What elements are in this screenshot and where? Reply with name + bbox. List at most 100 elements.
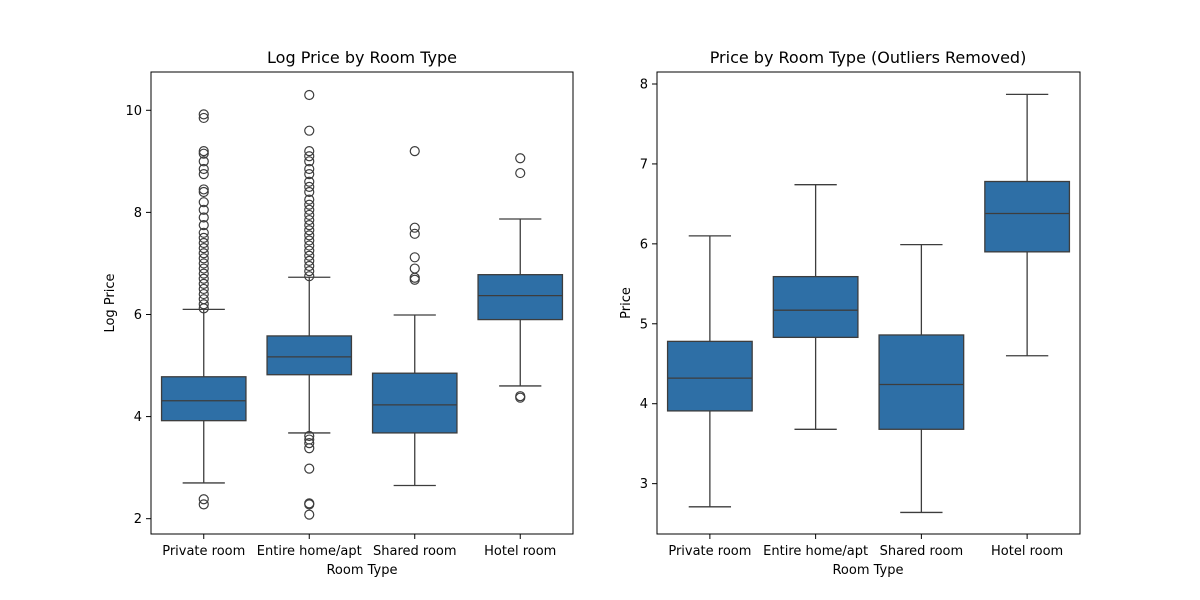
outlier-point xyxy=(198,499,209,510)
outlier-point xyxy=(198,494,209,505)
outlier-point xyxy=(304,235,315,246)
y-tick-label: 6 xyxy=(134,308,142,323)
y-tick-label: 7 xyxy=(640,157,648,172)
x-tick-label: Entire home/apt xyxy=(763,544,868,559)
box-entire-home-apt xyxy=(772,184,859,430)
box-iqr xyxy=(477,274,564,321)
box-iqr xyxy=(984,180,1071,253)
outlier-point xyxy=(409,252,420,263)
outlier-point xyxy=(304,240,315,251)
outlier-point xyxy=(198,283,209,295)
outlier-point xyxy=(409,274,420,285)
outlier-point xyxy=(198,253,209,264)
box-iqr xyxy=(160,376,247,422)
outlier-point xyxy=(304,176,315,187)
outlier-point xyxy=(198,156,209,167)
x-tick-label: Hotel room xyxy=(991,544,1063,559)
outlier-point xyxy=(304,271,315,282)
outlier-point xyxy=(198,268,209,279)
outlier-point xyxy=(409,228,420,239)
outlier-point xyxy=(198,197,209,208)
plot-frame xyxy=(656,71,1081,535)
outlier-point xyxy=(304,199,315,210)
outlier-point xyxy=(304,89,315,101)
outlier-point xyxy=(304,209,315,221)
x-tick-label: Private room xyxy=(162,544,245,559)
outlier-point xyxy=(409,272,420,283)
box-private-room xyxy=(160,109,247,510)
x-tick-label: Private room xyxy=(668,544,751,559)
y-tick-label: 4 xyxy=(134,410,142,425)
outlier-point xyxy=(515,167,526,179)
outlier-point xyxy=(198,163,209,175)
outlier-point xyxy=(515,391,526,402)
outlier-point xyxy=(198,288,209,300)
y-tick-label: 10 xyxy=(125,104,142,119)
y-tick-label: 3 xyxy=(640,477,648,492)
outlier-point xyxy=(198,299,209,310)
outlier-point xyxy=(198,184,209,195)
outlier-point xyxy=(198,243,209,254)
x-tick-label: Shared room xyxy=(373,544,457,559)
outlier-point xyxy=(304,225,315,236)
chart-title: Log Price by Room Type xyxy=(267,48,457,67)
box-shared-room xyxy=(371,146,458,487)
outlier-point xyxy=(304,250,315,261)
outlier-point xyxy=(198,227,209,238)
box-iqr xyxy=(772,275,859,339)
outlier-point xyxy=(304,255,315,266)
outlier-point xyxy=(198,237,209,249)
y-axis-label: Log Price xyxy=(103,273,118,332)
outlier-point xyxy=(304,498,315,509)
outlier-point xyxy=(304,181,315,192)
x-tick-label: Entire home/apt xyxy=(257,544,362,559)
outlier-point xyxy=(304,509,315,520)
outlier-point xyxy=(198,168,209,180)
y-tick-label: 4 xyxy=(640,397,648,412)
outlier-point xyxy=(304,214,315,226)
box-shared-room xyxy=(878,244,965,514)
y-tick-label: 8 xyxy=(640,77,648,92)
outlier-point xyxy=(198,186,209,198)
outlier-point xyxy=(198,258,209,269)
outlier-point xyxy=(304,230,315,241)
chart-log-price: Log Price by Room Type Room Type Log Pri… xyxy=(103,48,574,578)
outlier-point xyxy=(409,222,420,233)
outlier-point xyxy=(198,278,209,289)
outlier-point xyxy=(515,153,526,164)
outlier-point xyxy=(198,204,209,215)
box-hotel-room xyxy=(477,153,564,403)
x-tick-label: Shared room xyxy=(880,544,964,559)
outlier-point xyxy=(304,434,315,445)
outlier-point xyxy=(304,430,315,442)
outlier-point xyxy=(304,265,315,277)
outlier-point xyxy=(304,443,315,454)
y-tick-label: 8 xyxy=(134,206,142,221)
chart-title: Price by Room Type (Outliers Removed) xyxy=(710,48,1027,67)
outlier-point xyxy=(304,186,315,198)
outlier-point xyxy=(304,260,315,272)
box-private-room xyxy=(666,235,753,508)
outlier-point xyxy=(304,151,315,162)
outlier-point xyxy=(198,232,209,244)
outlier-point xyxy=(198,263,209,274)
outlier-point xyxy=(304,463,315,474)
outlier-point xyxy=(304,168,315,180)
plot-frame xyxy=(150,71,574,535)
box-iqr xyxy=(371,372,458,434)
outlier-point xyxy=(198,148,209,159)
outlier-point xyxy=(304,220,315,231)
outlier-point xyxy=(198,212,209,223)
box-entire-home-apt xyxy=(266,89,353,520)
box-iqr xyxy=(878,334,965,430)
box-hotel-room xyxy=(984,93,1071,357)
y-axis-label: Price xyxy=(619,287,634,319)
y-tick-label: 6 xyxy=(640,237,648,252)
outlier-point xyxy=(198,109,209,120)
outlier-point xyxy=(409,263,420,274)
x-tick-label: Hotel room xyxy=(484,544,556,559)
x-axis-label: Room Type xyxy=(326,563,397,578)
outlier-point xyxy=(409,146,420,157)
x-axis-label: Room Type xyxy=(832,563,903,578)
